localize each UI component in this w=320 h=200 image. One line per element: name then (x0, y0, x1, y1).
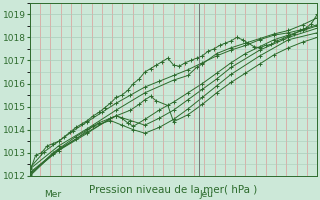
X-axis label: Pression niveau de la mer( hPa ): Pression niveau de la mer( hPa ) (90, 185, 258, 195)
Text: Mer: Mer (44, 190, 61, 199)
Text: Jeu: Jeu (199, 190, 213, 199)
